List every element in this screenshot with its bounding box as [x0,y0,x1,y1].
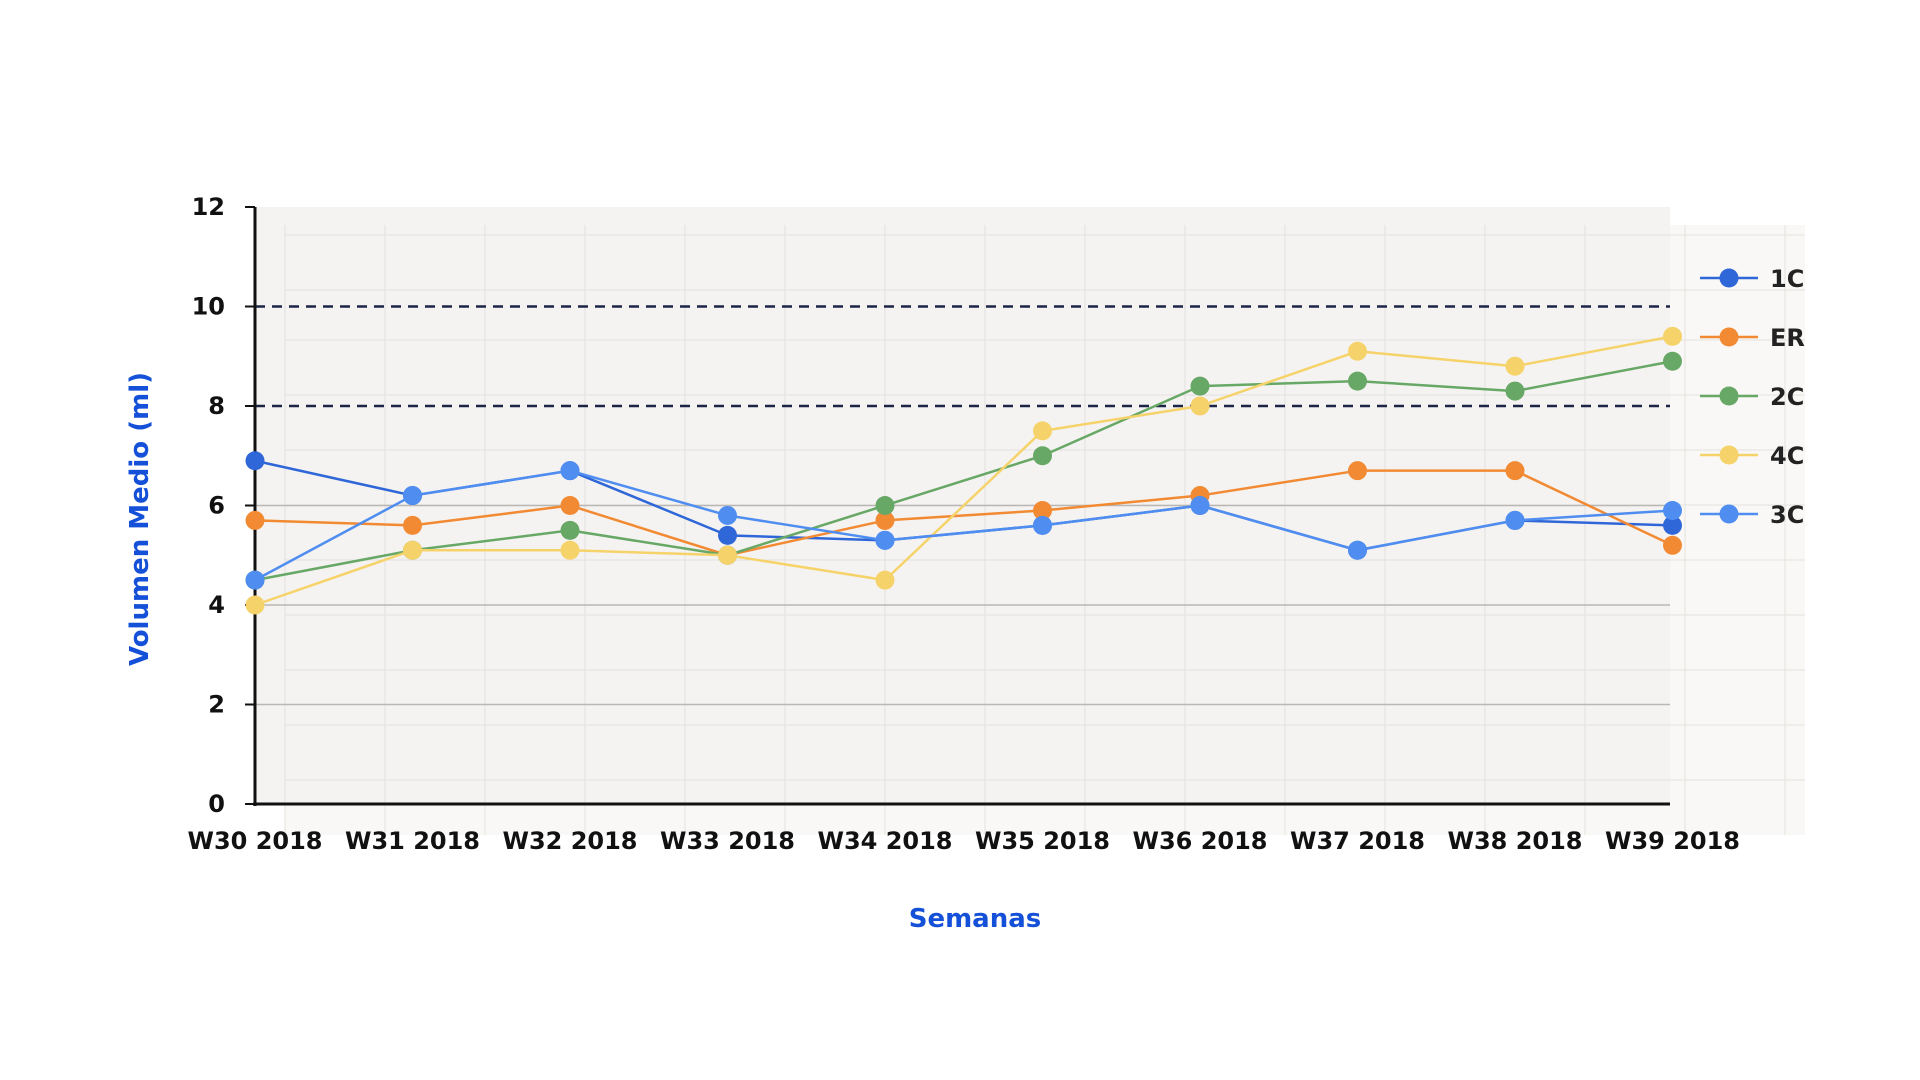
legend-marker [1719,386,1739,406]
data-point-2c [1348,371,1367,391]
data-point-er [245,510,265,530]
data-point-er [1663,535,1682,555]
series-3c [245,461,1682,590]
y-tick-label: 2 [208,691,225,719]
legend-label: 3C [1770,501,1804,529]
data-point-er [1348,461,1367,481]
data-point-3c [1505,510,1525,530]
legend-label: 1C [1770,265,1804,293]
axes: 0 2 4 6 8 10 12 W30 2018 W31 2018 W32 2018 W33 201… [187,193,1740,855]
data-point-4c [1348,341,1367,361]
data-point-1c [718,525,737,545]
x-tick-label: W35 2018 [975,827,1110,855]
data-point-3c [245,570,265,590]
data-point-4c [718,545,737,565]
data-point-3c [403,486,422,506]
series-line-4c [254,335,1673,607]
legend-label: ER [1770,324,1805,352]
x-tick-label: W38 2018 [1447,827,1582,855]
legend-item-3c: 3C [1700,501,1804,529]
x-tick-label: W31 2018 [345,827,480,855]
y-tick-label: 10 [192,293,225,321]
data-point-2c [1190,376,1210,396]
data-point-1c [245,451,265,471]
legend-label: 2C [1770,383,1804,411]
y-axis-title: Volumen Medio (ml) [125,372,155,666]
y-tick-label: 0 [208,790,225,818]
legend-marker [1719,445,1739,465]
data-point-3c [560,461,580,481]
data-point-2c [1663,351,1682,371]
data-point-3c [718,505,737,525]
x-tick-label: W39 2018 [1605,827,1740,855]
x-tick-label: W32 2018 [502,827,637,855]
data-point-4c [1663,326,1682,346]
series-layer [245,326,1682,615]
data-point-4c [560,540,580,560]
series-4c [245,326,1682,615]
data-point-2c [875,496,895,515]
data-point-1c [1663,515,1682,535]
data-point-2c [1505,381,1525,401]
legend-item-4c: 4C [1700,442,1804,470]
legend-marker [1719,268,1739,288]
legend: 1C ER 2C 4C 3C [1700,265,1805,529]
legend-marker [1719,504,1739,524]
series-line-2c [254,359,1673,582]
x-tick-label: W34 2018 [817,827,952,855]
data-point-4c [245,595,265,615]
data-point-3c [1190,496,1210,515]
x-tick-label: W37 2018 [1290,827,1425,855]
data-point-3c [1348,540,1367,560]
series-er [245,461,1682,565]
legend-marker [1719,327,1739,347]
data-point-er [1033,500,1052,520]
data-point-2c [1033,446,1052,466]
data-point-4c [1033,421,1052,441]
data-point-er [403,515,422,535]
x-tick-label: W33 2018 [660,827,795,855]
data-point-4c [1505,356,1525,376]
x-axis-title: Semanas [909,904,1042,934]
data-point-er [875,510,895,530]
y-tick-label: 8 [208,392,225,420]
data-point-3c [1033,515,1052,535]
data-point-er [560,496,580,515]
data-point-4c [403,540,422,560]
x-tick-label: W30 2018 [187,827,322,855]
data-point-4c [1190,396,1210,416]
legend-item-er: ER [1700,324,1805,352]
reference-lines [255,305,1670,408]
data-point-3c [875,530,895,550]
data-point-er [1505,461,1525,481]
data-point-4c [875,570,895,590]
y-tick-label: 6 [208,492,225,520]
y-tick-label: 12 [192,193,225,221]
legend-item-2c: 2C [1700,383,1804,411]
x-tick-label: W36 2018 [1132,827,1267,855]
legend-label: 4C [1770,442,1804,470]
legend-item-1c: 1C [1700,265,1804,293]
data-point-3c [1663,500,1682,520]
series-line-er [254,469,1674,557]
y-tick-label: 4 [208,591,225,619]
data-point-2c [560,520,580,540]
series-line-3c [254,469,1673,582]
